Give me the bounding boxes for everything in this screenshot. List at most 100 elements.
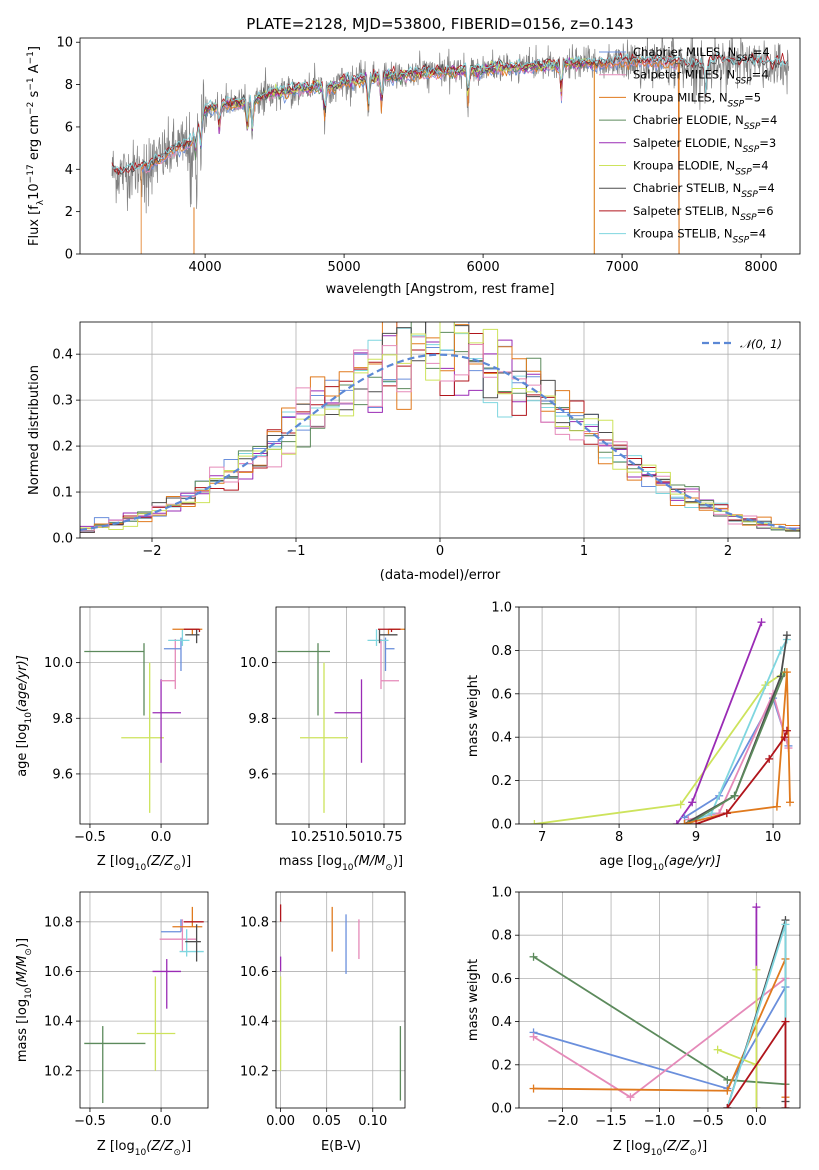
age-z-xlabel-part: (Z/Z — [146, 854, 174, 869]
weight-z-xlabel-part: Z [log — [613, 1139, 651, 1154]
legend-label-chabrier_stelib: Chabrier STELIB, NSSP=4 — [633, 181, 775, 200]
y-tick-label: 10.8 — [44, 915, 73, 930]
x-tick-label: 6000 — [467, 260, 500, 275]
spectrum-xlabel-part: wavelength [Angstrom, rest frame] — [326, 282, 555, 297]
x-tick-label: 10.25 — [290, 830, 327, 845]
axes-frame — [518, 606, 801, 825]
mass-z-xlabel-part: )] — [181, 1139, 191, 1154]
age-mass-xlabel-part: (M/M — [354, 854, 386, 869]
y-tick-label: 10.6 — [240, 965, 269, 980]
x-tick-label: 2 — [724, 544, 732, 559]
x-tick-label: 0.0 — [151, 830, 172, 845]
axes-mass_vs_Z: −0.5 0.010.210.410.610.8Z [log10(Z/Z⊙)]ma… — [15, 891, 209, 1158]
figure-title: PLATE=2128, MJD=53800, FIBERID=0156, z=0… — [246, 15, 633, 33]
y-tick-label: 10.2 — [240, 1064, 269, 1079]
y-tick-label: 0.3 — [52, 394, 73, 409]
age-z-ylabel-part: (age/yr)] — [15, 655, 30, 712]
axes-residuals: −2 −1 0 1 2 0.0 0.1 0.2 0.3 0.4 𝒩(0, 1) (data-model… — [27, 321, 801, 583]
x-tick-label: 7000 — [606, 260, 639, 275]
legend-label-salpeter_elodie-part: Salpeter ELODIE, N — [633, 136, 743, 150]
spectrum-ylabel-part: 10 — [27, 183, 42, 200]
y-tick-label: 10.6 — [44, 965, 73, 980]
age-z-xlabel-part: 10 — [135, 863, 147, 873]
plot-area-residuals — [80, 322, 800, 538]
legend-label-chabrier_miles-part: Chabrier MILES, N — [633, 45, 736, 59]
mass-z-xlabel: Z [log10(Z/Z⊙)] — [97, 1139, 191, 1158]
weight-z-ylabel: mass weight — [466, 959, 481, 1041]
axes-frame — [79, 606, 209, 825]
spectrum-model-chabrier_miles — [140, 58, 680, 254]
x-tick-label: 0.0 — [746, 1114, 767, 1129]
plot-area-weight_vs_age — [519, 607, 800, 824]
plot-area-age_vs_mass — [276, 607, 405, 824]
y-tick-label: 0.2 — [491, 1058, 512, 1073]
spectrum-model-salpeter_miles — [140, 57, 680, 254]
legend-label-kroupa_elodie-part: Kroupa ELODIE, N — [633, 159, 735, 173]
mass-z-ylabel-part: )] — [15, 938, 30, 948]
age-mass-xlabel: mass [log10(M/M⊙)] — [279, 854, 403, 873]
x-tick-label: 10.75 — [365, 830, 402, 845]
legend-label-kroupa_miles-part: =5 — [744, 90, 761, 104]
plot-area-spectrum — [111, 38, 790, 254]
y-tick-label: 0.0 — [52, 532, 73, 547]
x-tick-label: 1 — [580, 544, 588, 559]
legend-label-kroupa_stelib-part: Kroupa STELIB, N — [633, 227, 733, 241]
legend-label-chabrier_elodie: Chabrier ELODIE, NSSP=4 — [633, 113, 777, 132]
age-z-xlabel: Z [log10(Z/Z⊙)] — [97, 854, 191, 873]
axes-age_vs_Z: −0.5 0.0 9.6 9.8 10.0 Z [log10(Z/Z⊙)] age [log… — [15, 606, 209, 873]
y-tick-label: 4 — [65, 163, 73, 178]
age-z-xlabel-part: )] — [181, 854, 191, 869]
legend-label-kroupa_stelib-part: SSP — [733, 236, 750, 246]
mass-z-ylabel-part: ⊙ — [24, 948, 34, 956]
x-tick-label: −0.5 — [74, 830, 106, 845]
spectrum-ylabel-part: ] — [27, 46, 42, 51]
weight-age-xlabel-part: age [log — [599, 854, 652, 869]
x-tick-label: 9 — [692, 830, 700, 845]
y-tick-label: 0.0 — [491, 1102, 512, 1117]
mass-z-ylabel-part: 10 — [24, 987, 34, 999]
y-tick-label: 0.4 — [491, 731, 512, 746]
weight-age-xlabel-part: (age/yr)] — [664, 854, 721, 869]
legend-label-salpeter_stelib: Salpeter STELIB, NSSP=6 — [633, 204, 774, 223]
axes-mass_vs_ebv: 0.00 0.05 0.10 10.2 10.4 10.6 10.8 E(B-V) — [240, 891, 406, 1154]
legend-label-kroupa_elodie: Kroupa ELODIE, NSSP=4 — [633, 159, 769, 178]
legend-label-chabrier_stelib-part: Chabrier STELIB, N — [633, 181, 741, 195]
x-tick-label: 0.00 — [266, 1114, 295, 1129]
weight-age-ylabel: mass weight — [466, 675, 481, 757]
legend-label-kroupa_elodie-part: SSP — [735, 168, 752, 178]
legend-gaussian-label: 𝒩(0, 1) — [740, 337, 782, 351]
spectrum-ylabel-part: −2 — [26, 102, 36, 115]
legend-label-salpeter_elodie-part: SSP — [743, 145, 760, 155]
y-tick-label: 0.1 — [52, 486, 73, 501]
y-tick-label: 9.6 — [52, 767, 73, 782]
legend-label-kroupa_stelib: Kroupa STELIB, NSSP=4 — [633, 227, 766, 246]
spectrum-xlabel: wavelength [Angstrom, rest frame] — [326, 282, 555, 297]
plot-area-weight_vs_Z — [519, 892, 800, 1108]
y-tick-label: 10.0 — [44, 656, 73, 671]
y-tick-label: 8 — [65, 78, 73, 93]
age-z-ylabel-part: age [log — [15, 724, 30, 777]
x-tick-label: 0.0 — [151, 1114, 172, 1129]
spectrum-ylabel-part: A — [27, 64, 42, 77]
x-tick-label: 8 — [615, 830, 623, 845]
x-tick-label: 0.05 — [312, 1114, 341, 1129]
spectrum-ylabel-part: λ — [36, 199, 46, 205]
weight-z-xlabel-part: )] — [697, 1139, 707, 1154]
legend-label-salpeter_miles-part: =4 — [752, 68, 769, 82]
axes-frame — [275, 891, 406, 1109]
age-mass-xlabel-part: )] — [393, 854, 403, 869]
spectrum-ylabel-part: −1 — [26, 77, 36, 90]
mass-z-ylabel: mass [log10(M/M⊙)] — [15, 938, 34, 1062]
legend-label-chabrier_miles-part: =4 — [753, 45, 770, 59]
legend-label-chabrier_elodie-part: Chabrier ELODIE, N — [633, 113, 744, 127]
weight-line-chabrier_stelib — [684, 635, 788, 824]
x-tick-label: 5000 — [328, 260, 361, 275]
y-tick-label: 9.8 — [52, 712, 73, 727]
age-z-ylabel-part: 10 — [24, 712, 34, 724]
mass-z-xlabel-part: 10 — [135, 1148, 147, 1158]
plot-area-mass_vs_ebv — [276, 892, 405, 1108]
age-z-xlabel-part: Z [log — [97, 854, 135, 869]
spectrum-ylabel-part: −17 — [26, 164, 36, 183]
